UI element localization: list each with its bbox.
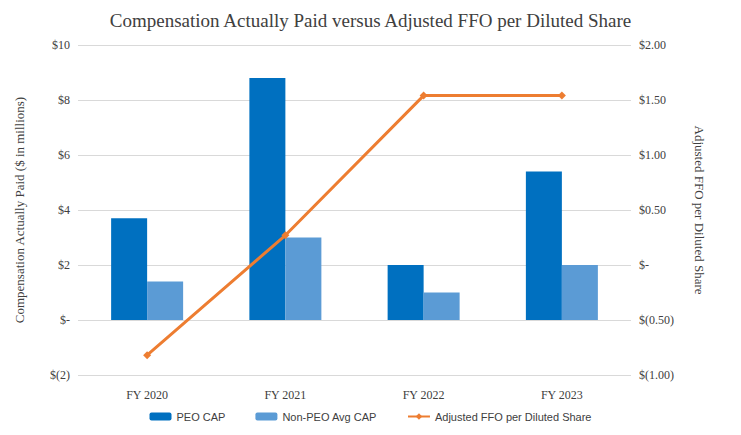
svg-text:$(0.50): $(0.50) xyxy=(639,313,674,327)
svg-text:$-: $- xyxy=(60,313,70,327)
svg-text:$-: $- xyxy=(639,258,649,272)
svg-text:Adjusted FFO per Diluted Share: Adjusted FFO per Diluted Share xyxy=(435,411,592,423)
svg-text:Compensation Actually Paid ($: Compensation Actually Paid ($ in million… xyxy=(12,97,27,323)
svg-text:$(2): $(2) xyxy=(50,368,70,382)
svg-text:Compensation Actually Paid ver: Compensation Actually Paid versus Adjust… xyxy=(110,10,631,31)
svg-text:FY 2022: FY 2022 xyxy=(403,388,445,402)
svg-text:Non-PEO Avg CAP: Non-PEO Avg CAP xyxy=(282,411,376,423)
svg-text:$0.50: $0.50 xyxy=(639,203,666,217)
svg-text:$2: $2 xyxy=(58,258,70,272)
svg-text:$8: $8 xyxy=(58,93,70,107)
svg-text:Adjusted FFO per Diluted Share: Adjusted FFO per Diluted Share xyxy=(692,126,707,295)
svg-text:PEO CAP: PEO CAP xyxy=(177,411,226,423)
svg-text:$(1.00): $(1.00) xyxy=(639,368,674,382)
svg-text:FY 2020: FY 2020 xyxy=(126,388,168,402)
svg-text:$4: $4 xyxy=(58,203,70,217)
svg-text:FY 2023: FY 2023 xyxy=(541,388,583,402)
svg-text:$1.50: $1.50 xyxy=(639,93,666,107)
svg-text:$6: $6 xyxy=(58,148,70,162)
svg-text:$10: $10 xyxy=(52,38,70,52)
svg-text:$1.00: $1.00 xyxy=(639,148,666,162)
svg-text:$2.00: $2.00 xyxy=(639,38,666,52)
svg-text:FY 2021: FY 2021 xyxy=(264,388,306,402)
